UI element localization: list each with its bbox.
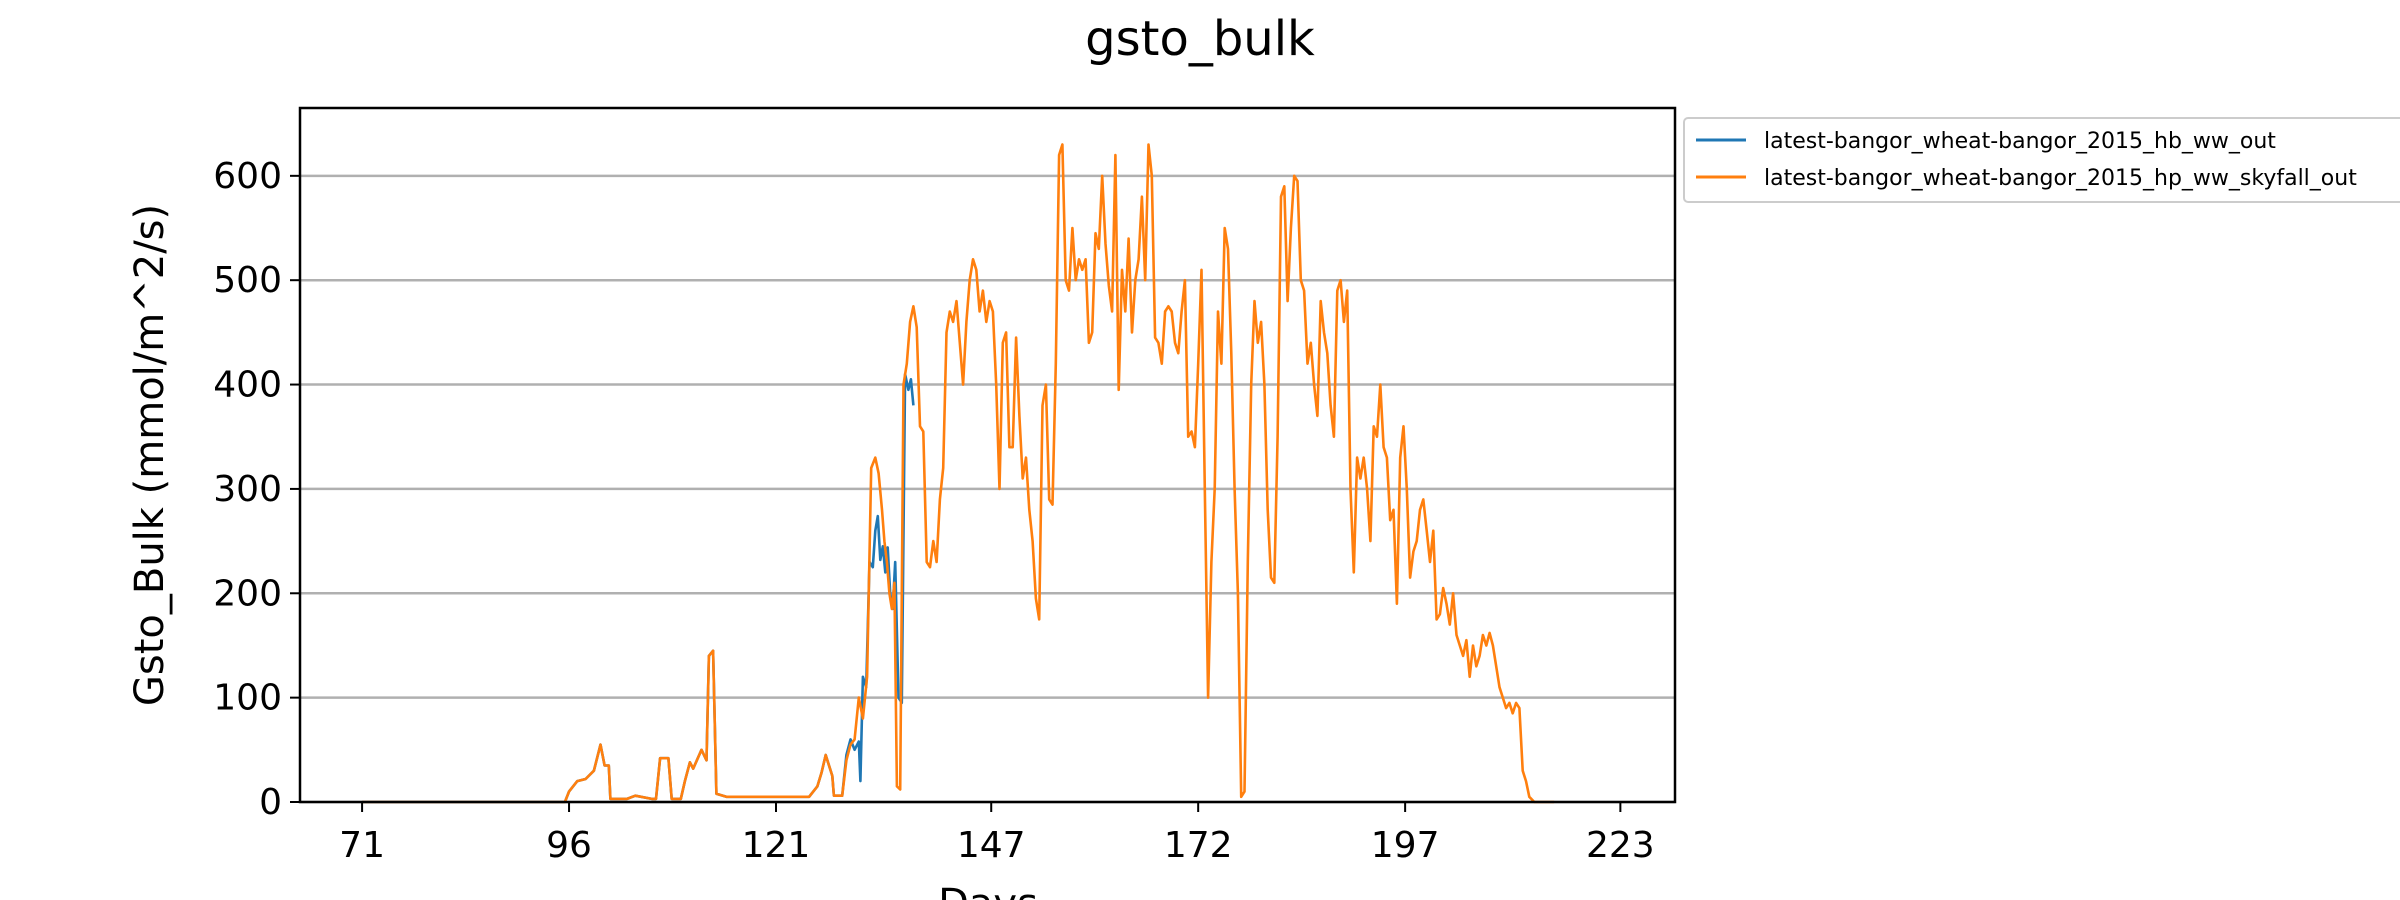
series-line-0 [362, 372, 915, 804]
legend-label-hb: latest-bangor_wheat-bangor_2015_hb_ww_ou… [1764, 129, 2276, 154]
x-axis-label: Days [938, 881, 1038, 900]
x-tick-label: 96 [546, 825, 592, 866]
x-tick-label: 172 [1164, 825, 1233, 866]
axis-ticks: 0 100 200 300 400 500 600 71 96 121 147 172 197 223 [213, 156, 1654, 866]
legend-label-hp: latest-bangor_wheat-bangor_2015_hp_ww_sk… [1764, 166, 2357, 191]
series-line-1 [362, 143, 1555, 804]
y-tick-label: 0 [259, 782, 282, 823]
grid-lines [300, 174, 1675, 804]
y-tick-label: 300 [213, 469, 282, 510]
chart-title: gsto_bulk [1085, 11, 1315, 67]
legend-frame [1683, 117, 2400, 203]
y-tick-label: 200 [213, 573, 282, 614]
y-tick-label: 400 [213, 365, 282, 406]
x-tick-label: 147 [957, 825, 1026, 866]
legend: latest-bangor_wheat-bangor_2015_hb_ww_ou… [1683, 117, 2400, 203]
x-tick-label: 71 [339, 825, 385, 866]
plot-area-frame [298, 106, 1677, 804]
y-tick-label: 100 [213, 678, 282, 719]
y-tick-label: 600 [213, 156, 282, 197]
x-tick-label: 121 [742, 825, 811, 866]
x-tick-label: 223 [1586, 825, 1655, 866]
x-tick-label: 197 [1371, 825, 1440, 866]
y-tick-label: 500 [213, 260, 282, 301]
y-axis-label: Gsto_Bulk (mmol/m^2/s) [127, 204, 173, 706]
series-lines [362, 143, 1555, 804]
